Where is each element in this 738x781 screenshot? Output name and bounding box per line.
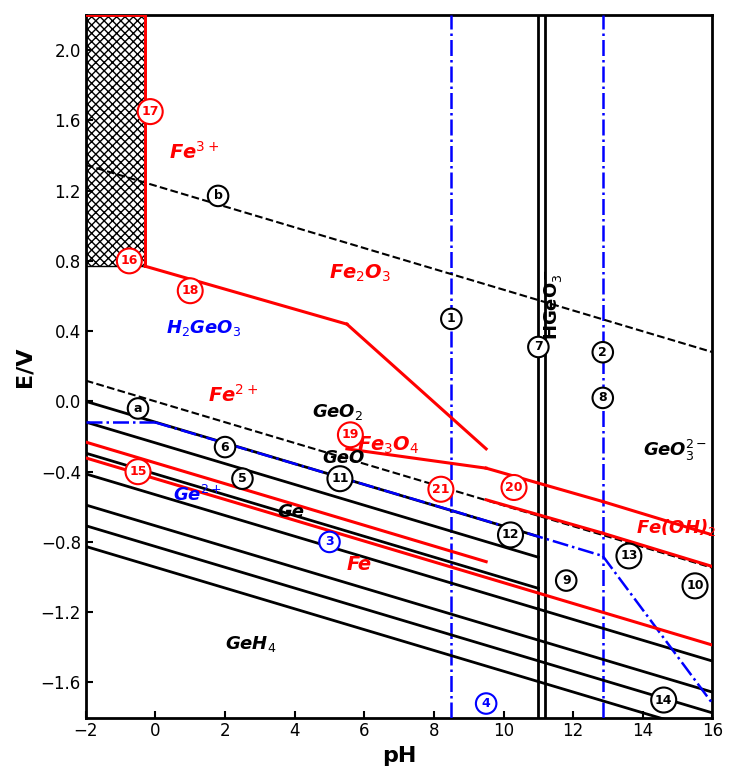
Text: b: b — [213, 190, 223, 202]
Text: 12: 12 — [502, 529, 520, 541]
Text: 2: 2 — [599, 346, 607, 358]
Text: Fe$_2$O$_3$: Fe$_2$O$_3$ — [329, 262, 392, 284]
Text: Fe(OH)$_2$: Fe(OH)$_2$ — [636, 517, 716, 538]
Text: GeO$_3^{2-}$: GeO$_3^{2-}$ — [643, 438, 707, 463]
Text: Ge$^{2+}$: Ge$^{2+}$ — [173, 484, 221, 505]
Text: 14: 14 — [655, 694, 672, 707]
Text: Fe: Fe — [347, 555, 372, 574]
Y-axis label: E/V: E/V — [15, 346, 35, 387]
Text: Fe$^{2+}$: Fe$^{2+}$ — [207, 383, 258, 405]
Text: 1: 1 — [447, 312, 455, 326]
Text: GeO: GeO — [323, 448, 365, 466]
Text: 6: 6 — [221, 440, 230, 454]
Text: 8: 8 — [599, 391, 607, 405]
Text: 10: 10 — [686, 580, 704, 592]
Text: 19: 19 — [342, 428, 359, 441]
Bar — [86, 15, 145, 266]
Text: 18: 18 — [182, 284, 199, 298]
Text: 7: 7 — [534, 341, 542, 354]
Text: 9: 9 — [562, 574, 570, 587]
Bar — [86, 15, 145, 266]
Text: Fe$_3$O$_4$: Fe$_3$O$_4$ — [357, 435, 420, 456]
Text: 17: 17 — [142, 105, 159, 118]
Text: a: a — [134, 402, 142, 415]
Text: Fe$^{3+}$: Fe$^{3+}$ — [169, 141, 219, 163]
Text: 16: 16 — [120, 255, 138, 267]
Text: Ge: Ge — [277, 503, 304, 521]
Text: HGeO$_3^-$: HGeO$_3^-$ — [542, 269, 564, 340]
Text: 4: 4 — [482, 697, 491, 710]
Text: 11: 11 — [331, 473, 348, 485]
Text: GeH$_4$: GeH$_4$ — [225, 634, 277, 654]
Text: 15: 15 — [129, 465, 147, 478]
Text: 13: 13 — [620, 550, 638, 562]
Text: 21: 21 — [432, 483, 449, 496]
X-axis label: pH: pH — [382, 746, 416, 766]
Text: GeO$_2$: GeO$_2$ — [312, 402, 363, 422]
Text: 3: 3 — [325, 536, 334, 548]
Text: 5: 5 — [238, 473, 246, 485]
Text: H$_2$GeO$_3$: H$_2$GeO$_3$ — [166, 318, 241, 337]
Text: 20: 20 — [506, 481, 523, 494]
